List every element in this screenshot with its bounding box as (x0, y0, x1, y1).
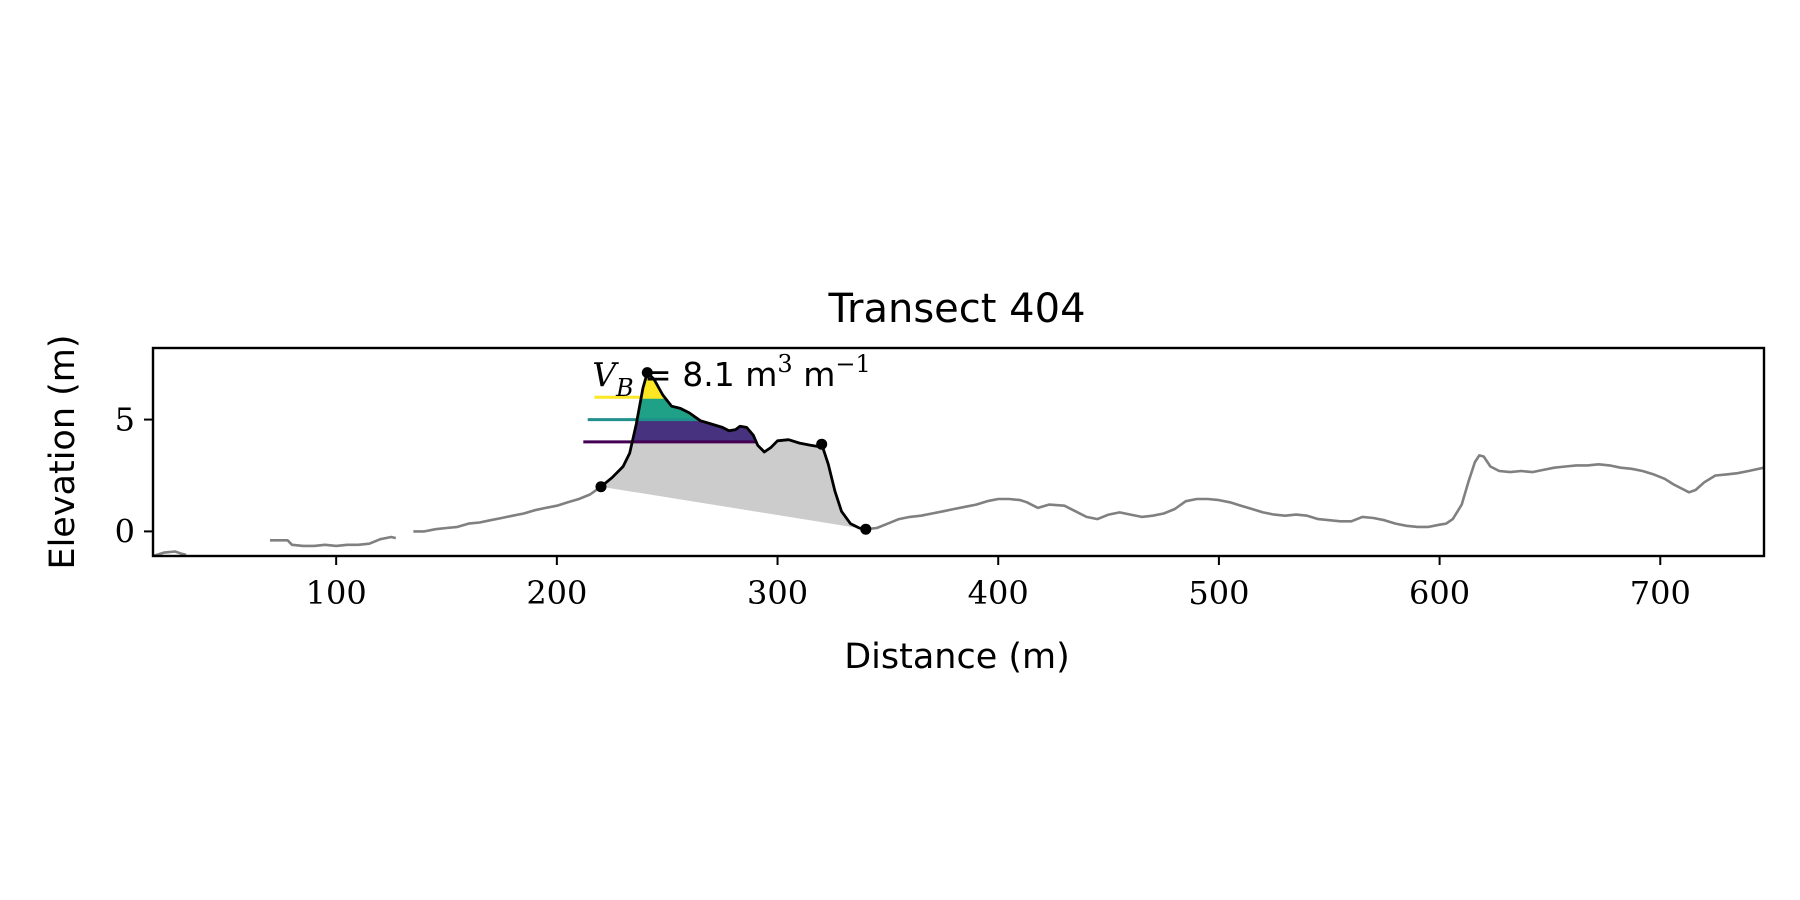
x-axis-label: Distance (m) (844, 637, 1070, 677)
dune-crest-marker (641, 367, 653, 379)
x-tick-label: 500 (1188, 574, 1249, 612)
volume-unit-meter: m (793, 355, 836, 394)
dune-heel-marker (816, 438, 828, 450)
volume-subscript: B (615, 374, 634, 402)
volume-value: = 8.1 m (634, 355, 778, 394)
profile-line (153, 550, 187, 556)
profile-line (865, 454, 1764, 531)
level-band (641, 372, 665, 398)
plot-area (153, 367, 1764, 556)
x-tick-label: 300 (747, 574, 808, 612)
y-tick-label: 5 (115, 401, 135, 439)
level-band (632, 372, 757, 442)
volume-unit-inverse: −1 (835, 350, 870, 378)
y-tick-label: 0 (115, 512, 135, 550)
dune-toe-marker (595, 481, 607, 493)
ticks-layer: 100 200 300 400 500 600 700 0 5 (115, 401, 1691, 612)
profile-line (413, 485, 602, 533)
volume-symbol: V (592, 355, 619, 394)
back-toe-marker (860, 523, 872, 535)
x-tick-label: 400 (968, 574, 1029, 612)
x-tick-label: 600 (1409, 574, 1470, 612)
profile-line (270, 535, 397, 548)
x-tick-label: 700 (1630, 574, 1691, 612)
x-tick-label: 100 (306, 574, 367, 612)
y-axis-label: Elevation (m) (43, 334, 83, 569)
axes-frame (151, 346, 1766, 558)
x-tick-label: 200 (526, 574, 587, 612)
chart-title: Transect 404 (827, 286, 1085, 332)
volume-unit-exponent: 3 (777, 350, 792, 378)
volume-annotation: VB = 8.1 m3 m−1 (592, 350, 871, 402)
